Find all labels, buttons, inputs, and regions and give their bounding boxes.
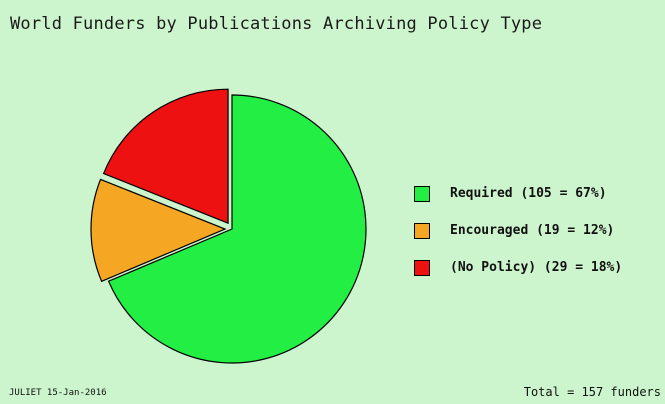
- legend-swatch-encouraged: [414, 222, 430, 239]
- legend-swatch-required: [414, 185, 430, 202]
- legend: Required (105 = 67%) Encouraged (19 = 12…: [414, 183, 622, 294]
- pie-slice-required: [107, 94, 367, 364]
- legend-label-required: Required (105 = 67%): [450, 186, 607, 201]
- legend-label-encouraged: Encouraged (19 = 12%): [450, 223, 615, 238]
- footer-source: JULIET 15-Jan-2016: [9, 388, 107, 398]
- chart-title: World Funders by Publications Archiving …: [10, 14, 543, 34]
- legend-label-no-policy: (No Policy) (29 = 18%): [450, 260, 623, 275]
- legend-item-required: Required (105 = 67%): [414, 183, 622, 204]
- pie-slice-encouraged: [90, 178, 227, 283]
- legend-swatch-no-policy: [414, 259, 430, 276]
- pie-slice-no-policy: [102, 88, 229, 225]
- legend-item-encouraged: Encouraged (19 = 12%): [414, 220, 622, 241]
- legend-item-no-policy: (No Policy) (29 = 18%): [414, 257, 622, 278]
- footer-total: Total = 157 funders: [523, 385, 661, 399]
